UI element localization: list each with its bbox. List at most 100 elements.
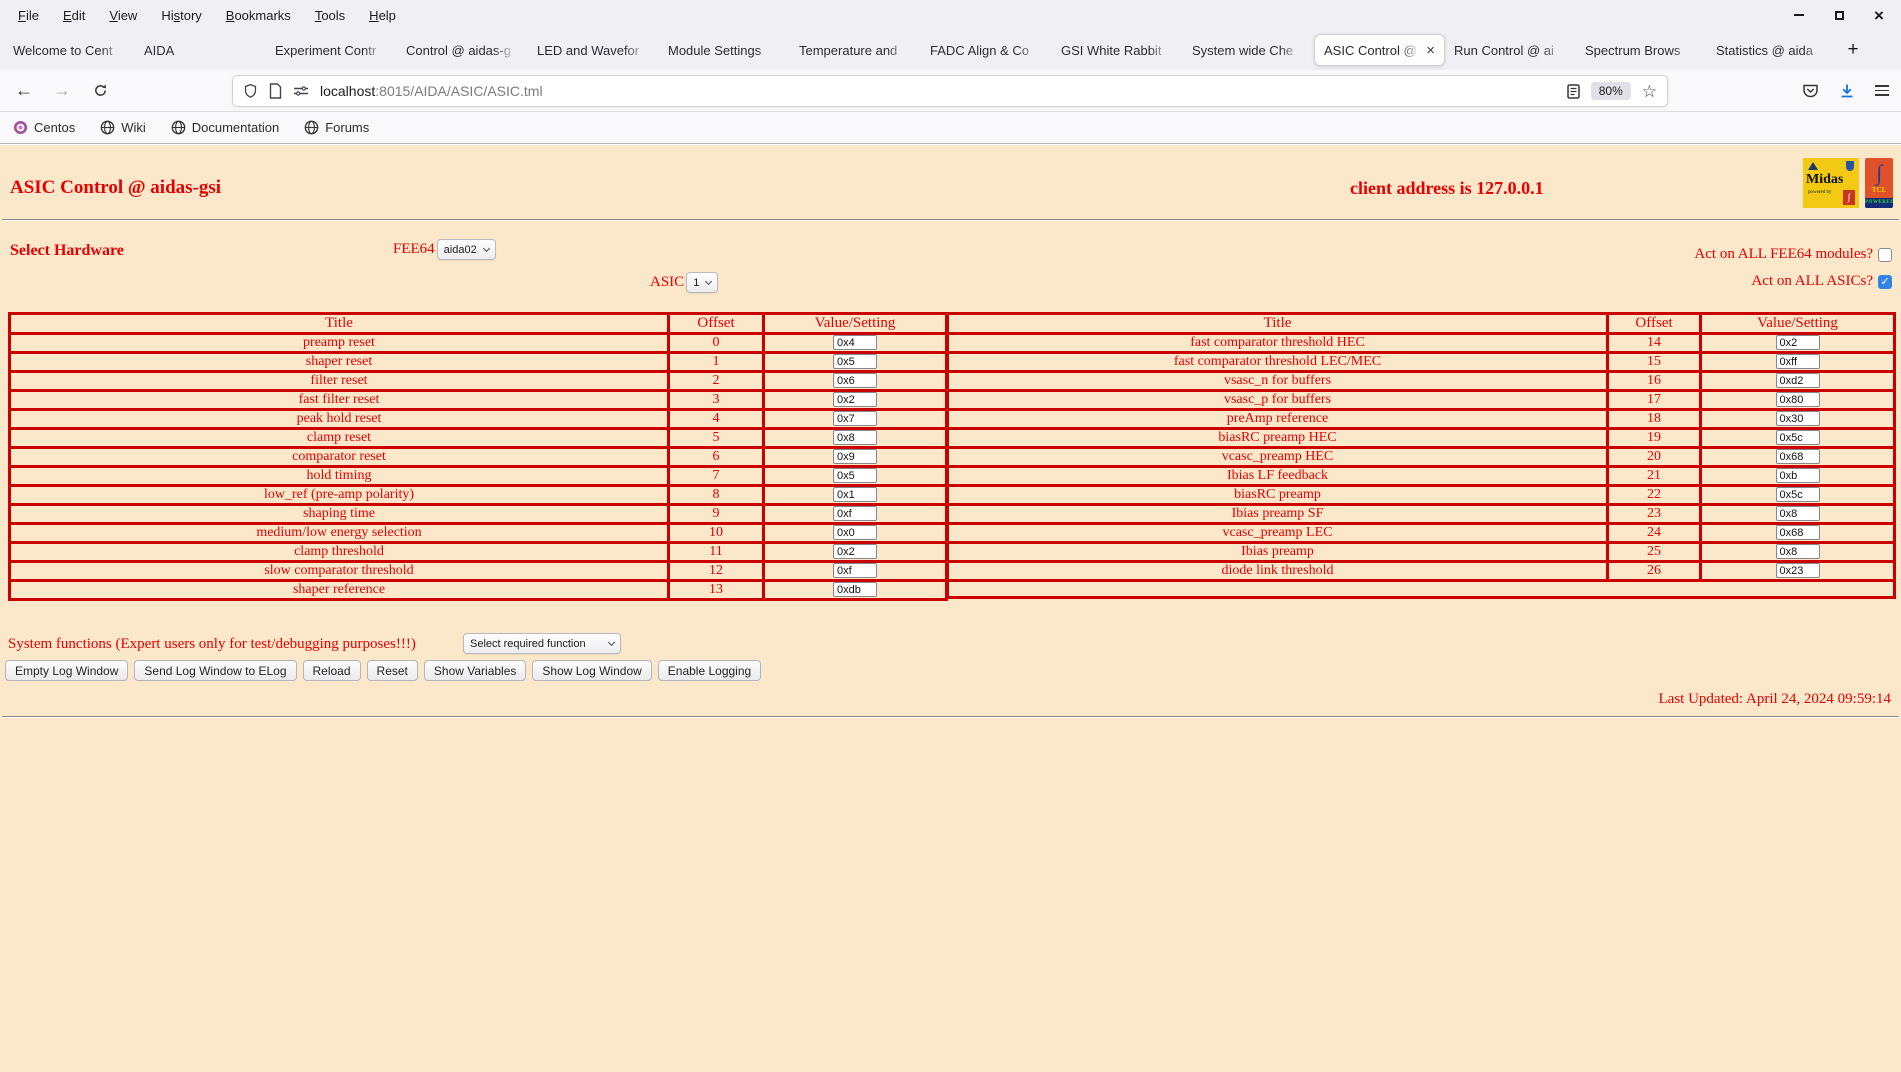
send-log-window-to-elog-button[interactable]: Send Log Window to ELog <box>134 660 297 681</box>
register-input-2[interactable] <box>833 373 877 389</box>
register-offset: 6 <box>667 446 765 468</box>
register-row: fast comparator threshold HEC 14 <box>946 332 1896 354</box>
register-input-5[interactable] <box>833 430 877 446</box>
register-input-14[interactable] <box>1775 335 1820 351</box>
register-input-25[interactable] <box>1775 544 1820 560</box>
empty-log-window-button[interactable]: Empty Log Window <box>5 660 129 681</box>
register-input-15[interactable] <box>1775 354 1820 370</box>
pocket-icon[interactable] <box>1802 83 1819 99</box>
menu-bookmarks[interactable]: Bookmarks <box>225 7 291 23</box>
tab-fadc-align-co[interactable]: FADC Align & Co <box>921 34 1052 66</box>
tuning-icon[interactable] <box>293 85 309 97</box>
maximize-icon[interactable] <box>1831 7 1847 23</box>
reload-button[interactable]: Reload <box>302 660 361 681</box>
show-variables-button[interactable]: Show Variables <box>423 660 527 681</box>
register-title: Ibias preamp SF <box>946 503 1609 525</box>
page-icon[interactable] <box>269 83 282 99</box>
enable-logging-button[interactable]: Enable Logging <box>657 660 762 681</box>
forward-icon: → <box>53 80 71 100</box>
register-input-13[interactable] <box>833 582 877 598</box>
act-all-asics-checkbox[interactable]: ✓ <box>1878 274 1892 289</box>
column-header-offset: Offset <box>1606 312 1702 335</box>
register-input-9[interactable] <box>833 506 877 522</box>
register-input-3[interactable] <box>833 392 877 408</box>
menu-help[interactable]: Help <box>369 7 396 23</box>
show-log-window-button[interactable]: Show Log Window <box>532 660 652 681</box>
tab-temperature-and[interactable]: Temperature and <box>790 34 921 66</box>
tab-gsi-white-rabbit[interactable]: GSI White Rabbit <box>1052 34 1183 66</box>
register-input-21[interactable] <box>1775 468 1820 484</box>
url-text[interactable]: localhost:8015/AIDA/ASIC/ASIC.tml <box>320 83 543 99</box>
register-title: vcasc_preamp HEC <box>946 446 1609 468</box>
bookmark-documentation[interactable]: Documentation <box>171 120 279 135</box>
menu-file[interactable]: File <box>18 7 39 23</box>
register-input-20[interactable] <box>1775 449 1820 465</box>
tab-run-control-ai[interactable]: Run Control @ ai <box>1445 34 1576 66</box>
register-input-16[interactable] <box>1775 373 1820 389</box>
register-input-4[interactable] <box>833 411 877 427</box>
download-icon[interactable] <box>1839 83 1855 99</box>
register-input-1[interactable] <box>833 354 877 370</box>
act-all-asics-row: Act on ALL ASICs? ✓ <box>1751 273 1892 290</box>
register-value-cell <box>762 389 948 411</box>
act-all-fee64-checkbox[interactable] <box>1878 247 1892 262</box>
reload-icon[interactable] <box>86 77 114 105</box>
bookmark-star-icon[interactable]: ☆ <box>1641 81 1657 101</box>
tab-aida[interactable]: AIDA <box>135 34 266 66</box>
register-input-17[interactable] <box>1775 392 1820 408</box>
bookmark-centos[interactable]: Centos <box>13 120 75 135</box>
bookmark-forums[interactable]: Forums <box>304 120 369 135</box>
tab-title: GSI White Rabbit <box>1061 42 1162 58</box>
url-bar[interactable]: localhost:8015/AIDA/ASIC/ASIC.tml 80% ☆ <box>232 75 1668 107</box>
register-input-7[interactable] <box>833 468 877 484</box>
menu-edit[interactable]: Edit <box>62 7 86 23</box>
tab-statistics-aida[interactable]: Statistics @ aida <box>1707 34 1838 66</box>
tab-experiment-contr[interactable]: Experiment Contr <box>266 34 397 66</box>
register-input-12[interactable] <box>833 563 877 579</box>
register-input-19[interactable] <box>1775 430 1820 446</box>
menu-view[interactable]: View <box>109 7 138 23</box>
tab-module-settings[interactable]: Module Settings <box>659 34 790 66</box>
register-value-cell <box>1699 465 1896 487</box>
register-title: clamp threshold <box>8 541 670 563</box>
hamburger-menu-icon[interactable] <box>1875 84 1889 97</box>
register-offset: 3 <box>667 389 765 411</box>
asic-select[interactable]: 1 <box>686 272 719 293</box>
minimize-icon[interactable] <box>1791 7 1807 23</box>
register-offset: 17 <box>1606 389 1702 411</box>
register-input-11[interactable] <box>833 544 877 560</box>
tab-spectrum-brows[interactable]: Spectrum Brows <box>1576 34 1707 66</box>
system-function-select[interactable]: Select required function <box>463 633 621 654</box>
register-input-0[interactable] <box>833 335 877 351</box>
fee64-select[interactable]: aida02 <box>436 239 496 260</box>
new-tab-button[interactable]: + <box>1847 39 1859 60</box>
register-input-23[interactable] <box>1775 506 1820 522</box>
reader-view-icon[interactable] <box>1566 83 1580 99</box>
register-offset: 2 <box>667 370 765 392</box>
reset-button[interactable]: Reset <box>366 660 418 681</box>
tab-led-and-wavefor[interactable]: LED and Wavefor <box>528 34 659 66</box>
tab-close-icon[interactable]: × <box>1426 41 1435 59</box>
register-input-22[interactable] <box>1775 487 1820 503</box>
shield-icon[interactable] <box>243 83 258 99</box>
menu-tools[interactable]: Tools <box>314 7 346 23</box>
register-input-18[interactable] <box>1775 411 1820 427</box>
menu-history[interactable]: History <box>161 7 202 23</box>
bookmark-wiki[interactable]: Wiki <box>100 120 146 135</box>
zoom-level-badge[interactable]: 80% <box>1590 82 1631 100</box>
register-row: shaper reference 13 <box>8 579 948 601</box>
tab-welcome-to-cent[interactable]: Welcome to Cent <box>4 34 135 66</box>
back-icon[interactable]: ← <box>15 80 33 100</box>
asic-row: ASIC 1 <box>650 272 719 293</box>
register-input-24[interactable] <box>1775 525 1820 541</box>
register-input-26[interactable] <box>1775 563 1820 579</box>
tab-system-wide-che[interactable]: System wide Che <box>1183 34 1314 66</box>
empty-row <box>946 579 1896 599</box>
register-input-6[interactable] <box>833 449 877 465</box>
tab-control-aidas-g[interactable]: Control @ aidas-g <box>397 34 528 66</box>
close-icon[interactable]: × <box>1874 5 1884 25</box>
register-input-8[interactable] <box>833 487 877 503</box>
register-value-cell <box>1699 484 1896 506</box>
register-input-10[interactable] <box>833 525 877 541</box>
tab-asic-control[interactable]: ASIC Control @ × <box>1314 34 1445 66</box>
